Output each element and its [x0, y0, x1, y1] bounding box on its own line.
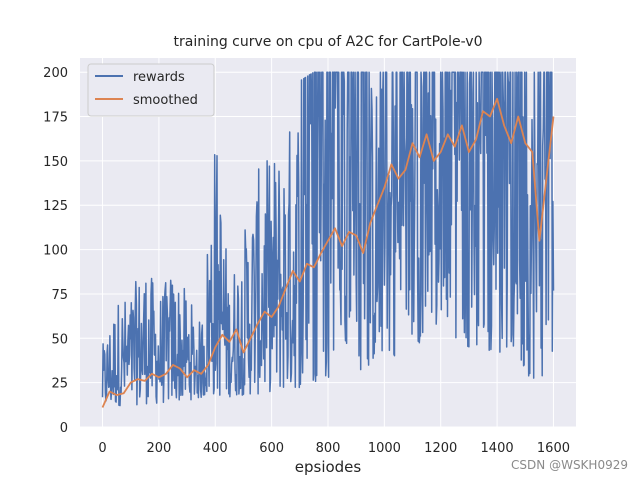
watermark: CSDN @WSKH0929	[511, 458, 628, 472]
legend-label-rewards: rewards	[133, 70, 185, 85]
y-tick-label: 125	[43, 199, 68, 214]
rewards-series-line	[101, 71, 555, 407]
x-tick-label: 1000	[368, 441, 401, 456]
y-tick-label: 0	[60, 421, 68, 436]
x-tick-label: 400	[203, 441, 228, 456]
y-tick-label: 50	[51, 332, 68, 347]
y-tick-label: 75	[51, 288, 68, 303]
x-tick-label: 200	[146, 441, 171, 456]
series-layer	[101, 71, 555, 408]
x-tick-label: 1600	[537, 441, 570, 456]
y-tick-label: 150	[43, 155, 68, 170]
smoothed-series-line	[101, 97, 555, 408]
y-tick-label: 25	[51, 377, 68, 392]
tick-labels: 0 25 50 75 100 125 150 175 200 0 200 400 600 800 1000 1…	[43, 66, 570, 456]
x-tick-label: 0	[98, 441, 106, 456]
x-tick-label: 1400	[481, 441, 514, 456]
x-tick-label: 800	[316, 441, 341, 456]
legend: rewards smoothed	[87, 63, 215, 117]
y-tick-label: 175	[43, 111, 68, 126]
y-tick-label: 200	[43, 66, 68, 81]
y-tick-label: 100	[43, 244, 68, 259]
x-tick-label: 600	[259, 441, 284, 456]
chart-title: training curve on cpu of A2C for CartPol…	[174, 34, 483, 50]
legend-label-smoothed: smoothed	[133, 93, 198, 108]
x-tick-label: 1200	[424, 441, 457, 456]
x-axis-label: epsiodes	[295, 458, 362, 476]
